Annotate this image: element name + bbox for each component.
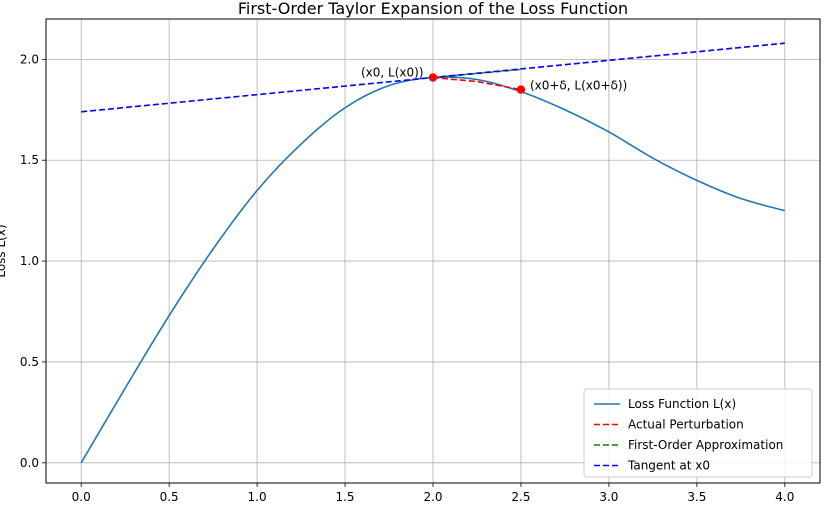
legend-item: First-Order Approximation [628, 438, 783, 452]
y-tick-label: 2.0 [20, 52, 39, 66]
x-tick-label: 0.0 [72, 490, 91, 504]
point-annotation: (x0, L(x0)) [361, 66, 424, 80]
point-annotation: (x0+δ, L(x0+δ)) [530, 79, 627, 93]
series-line-0 [80, 76, 786, 464]
legend-item: Loss Function L(x) [628, 397, 736, 411]
x-tick-label: 3.5 [687, 490, 706, 504]
x-tick-label: 3.0 [599, 490, 618, 504]
x-tick-label: 2.0 [423, 490, 442, 504]
legend-box [583, 388, 813, 478]
chart-title: First-Order Taylor Expansion of the Loss… [238, 0, 628, 18]
legend: Loss Function L(x) Actual Perturbation Fir… [583, 388, 813, 478]
series-line-1 [432, 76, 522, 91]
points-layer: (x0, L(x0)) (x0+δ, L(x0+δ)) [361, 66, 627, 94]
x-tick-label: 0.5 [160, 490, 179, 504]
y-tick-label: 1.5 [20, 153, 39, 167]
x-tick-label: 1.5 [335, 490, 354, 504]
y-tick-label: 1.0 [20, 254, 39, 268]
legend-item: Actual Perturbation [628, 418, 744, 432]
y-axis-label: Loss L(x) [0, 224, 8, 277]
y-tick-label: 0.5 [20, 355, 39, 369]
x-tick-label: 4.0 [775, 490, 794, 504]
tick-layer: 0.0 0.5 1.0 1.5 2.0 2.5 3.0 3.5 4.0 0.0 0.5 1.0 1.5 2… [20, 52, 794, 504]
marker-point [428, 73, 438, 82]
y-tick-label: 0.0 [20, 456, 39, 470]
marker-point [516, 85, 526, 94]
x-tick-label: 2.5 [511, 490, 530, 504]
legend-item: Tangent at x0 [627, 459, 710, 473]
x-tick-label: 1.0 [248, 490, 267, 504]
